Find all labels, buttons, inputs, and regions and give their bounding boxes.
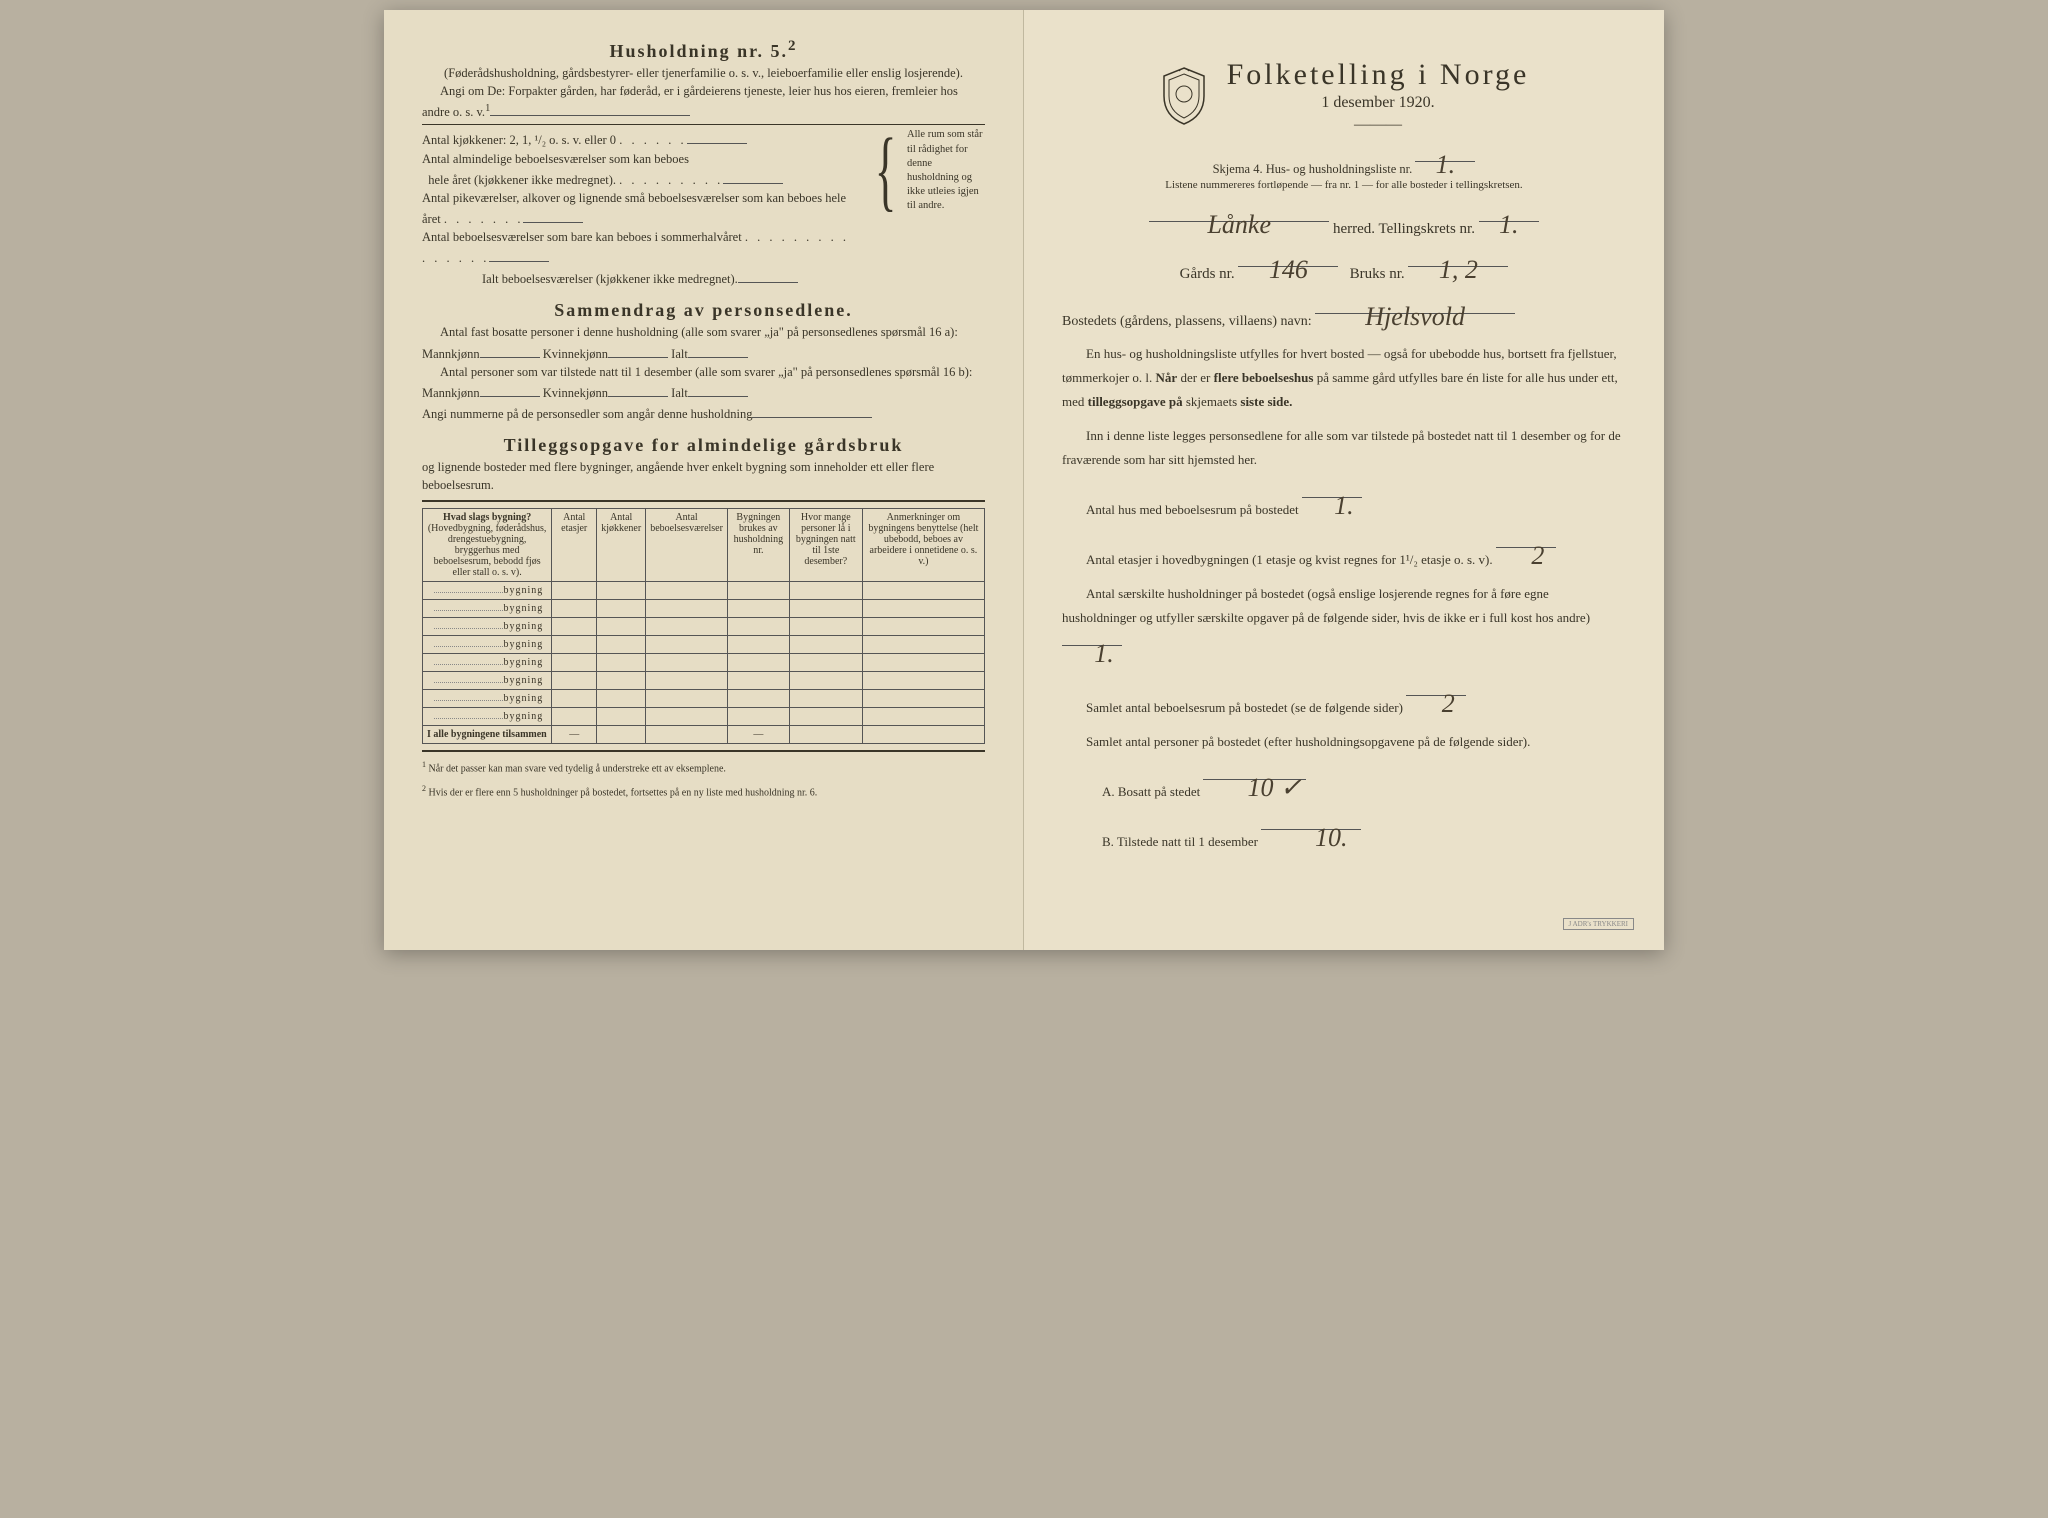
sub-text-1: (Føderådshusholdning, gårdsbestyrer- ell…: [422, 64, 985, 82]
left-page: Husholdning nr. 5.2 (Føderådshusholdning…: [384, 10, 1024, 950]
summary-line-2: Antal personer som var tilstede natt til…: [422, 363, 985, 402]
sub-text-2: Angi om De: Forpakter gården, har føderå…: [422, 82, 985, 121]
building-table: Hvad slags bygning?(Hovedbygning, føderå…: [422, 508, 985, 744]
qA: A. Bosatt på stedet 10 ✓: [1062, 764, 1626, 804]
footnote-1: 1 Når det passer kan man svare ved tydel…: [422, 760, 985, 775]
table-row: bygning: [423, 582, 985, 600]
kitchens-line: Antal kjøkkener: 2, 1, ¹/₂ o. s. v. elle…: [422, 128, 858, 149]
q4: Samlet antal beboelsesrum på bostedet (s…: [1062, 680, 1626, 720]
summary-line-3: Angi nummerne på de personsedler som ang…: [422, 402, 985, 423]
table-row: bygning: [423, 636, 985, 654]
husholdning-heading: Husholdning nr. 5.2: [422, 38, 985, 62]
herred-line: Lånke herred. Tellingskrets nr. 1.: [1062, 206, 1626, 241]
q3: Antal særskilte husholdninger på bostede…: [1062, 582, 1626, 670]
q1: Antal hus med beboelsesrum på bostedet 1…: [1062, 482, 1626, 522]
listene-line: Listene nummereres fortløpende — fra nr.…: [1062, 178, 1626, 194]
rooms-block: Antal kjøkkener: 2, 1, ¹/₂ o. s. v. elle…: [422, 128, 985, 288]
side-note: Alle rum som står til rådighet for denne…: [907, 128, 985, 213]
table-row: bygning: [423, 618, 985, 636]
rooms-line-1: Antal almindelige beboelsesværelser som …: [422, 150, 858, 189]
printer-stamp: J ADR's TRYKKERI: [1563, 918, 1634, 930]
main-title: Folketelling i Norge: [1227, 58, 1530, 92]
tillegg-sub: og lignende bosteder med flere bygninger…: [422, 458, 985, 494]
summary-line-1: Antal fast bosatte personer i denne hush…: [422, 323, 985, 362]
table-row: bygning: [423, 654, 985, 672]
rooms-line-2: Antal pikeværelser, alkover og lignende …: [422, 189, 858, 228]
q2: Antal etasjer i hovedbygningen (1 etasje…: [1062, 532, 1626, 572]
table-row: bygning: [423, 672, 985, 690]
summary-heading: Sammendrag av personsedlene.: [422, 300, 985, 321]
table-row: bygning: [423, 600, 985, 618]
crest-icon: [1159, 66, 1209, 126]
table-row: bygning: [423, 708, 985, 726]
q5: Samlet antal personer på bostedet (efter…: [1062, 730, 1626, 754]
document-spread: Husholdning nr. 5.2 (Føderådshusholdning…: [384, 10, 1664, 950]
table-row: bygning: [423, 690, 985, 708]
date-line: 1 desember 1920.: [1227, 94, 1530, 112]
table-total-row: I alle bygningene tilsammen ——: [423, 726, 985, 744]
gards-line: Gårds nr. 146 Bruks nr. 1, 2: [1062, 251, 1626, 286]
qB: B. Tilstede natt til 1 desember 10.: [1062, 814, 1626, 854]
brace-icon: {: [875, 133, 897, 210]
bosted-line: Bostedets (gårdens, plassens, villaens) …: [1062, 298, 1626, 332]
tillegg-heading: Tilleggsopgave for almindelige gårdsbruk: [422, 435, 985, 456]
footnote-2: 2 Hvis der er flere enn 5 husholdninger …: [422, 784, 985, 799]
para-2: Inn i denne liste legges personsedlene f…: [1062, 424, 1626, 472]
right-page: Folketelling i Norge 1 desember 1920. ——…: [1024, 10, 1664, 950]
para-1: En hus- og husholdningsliste utfylles fo…: [1062, 342, 1626, 414]
rooms-line-3: Antal beboelsesværelser som bare kan beb…: [422, 228, 858, 267]
skjema-line: Skjema 4. Hus- og husholdningsliste nr. …: [1062, 146, 1626, 178]
table-header-row: Hvad slags bygning?(Hovedbygning, føderå…: [423, 509, 985, 582]
rooms-total: Ialt beboelsesværelser (kjøkkener ikke m…: [422, 267, 858, 288]
